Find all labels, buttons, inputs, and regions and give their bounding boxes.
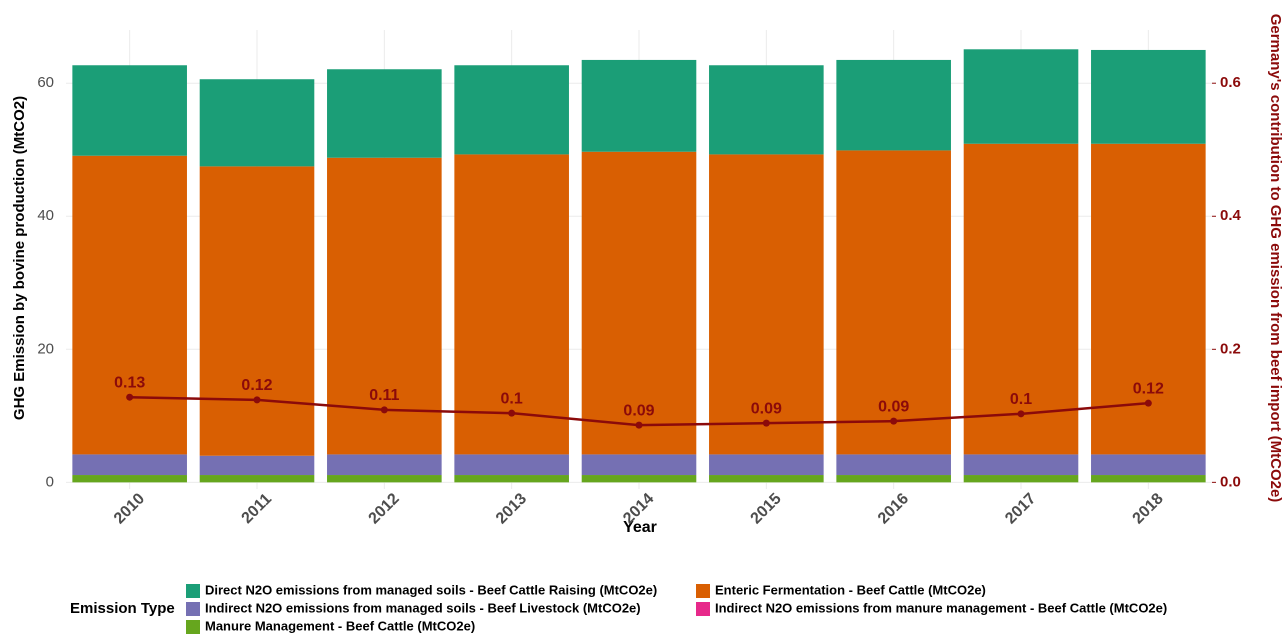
legend-swatch	[186, 584, 200, 598]
x-tick-label: 2017	[1002, 490, 1039, 527]
bar-segment	[709, 65, 824, 155]
y-tick-label: 40	[37, 207, 54, 224]
bar-segment	[454, 65, 569, 155]
bar-segment	[963, 49, 1079, 144]
line-point	[508, 409, 516, 417]
value-label: 0.09	[878, 398, 909, 415]
legend-label: Manure Management - Beef Cattle (MtCO2e)	[205, 618, 475, 633]
y2-tick-label: 0.2	[1220, 340, 1241, 357]
y2-axis-title: Germany's contribution to GHG emission f…	[1267, 14, 1284, 503]
line-point	[1017, 410, 1025, 418]
value-label: 0.09	[623, 402, 654, 419]
x-axis-title: Year	[623, 519, 657, 536]
bar-segment	[709, 475, 824, 483]
bar-segment	[199, 455, 315, 476]
value-label: 0.11	[369, 387, 399, 404]
x-tick-label: 2013	[493, 490, 530, 527]
bar-segment	[454, 154, 569, 455]
x-tick-label: 2010	[111, 490, 148, 527]
bar-segment	[454, 454, 569, 476]
value-label: 0.09	[751, 400, 782, 417]
bar-segment	[327, 454, 442, 476]
bar-segment	[1091, 475, 1206, 483]
legend-swatch	[696, 584, 710, 598]
x-tick-label: 2018	[1130, 490, 1167, 527]
y-axis-title: GHG Emission by bovine production (MtCO2…	[11, 96, 28, 420]
bar-segment	[836, 475, 951, 483]
line-point	[253, 396, 261, 404]
bar-segment	[836, 59, 951, 151]
legend-label: Indirect N2O emissions from managed soil…	[205, 600, 641, 615]
bar-segment	[581, 59, 697, 152]
y2-tick-label: 0.0	[1220, 473, 1241, 490]
bar-segment	[709, 154, 824, 455]
y-tick-label: 0	[46, 473, 54, 490]
bar-segment	[72, 65, 187, 156]
bar-segment	[709, 454, 824, 476]
bar-segment	[836, 454, 951, 476]
value-label: 0.1	[1010, 391, 1032, 408]
line-point	[635, 421, 643, 429]
bar-segment	[327, 157, 442, 455]
bar-segment	[454, 475, 569, 483]
bar-segment	[199, 475, 315, 483]
x-tick-label: 2016	[875, 490, 912, 527]
legend-label: Indirect N2O emissions from manure manag…	[715, 600, 1167, 615]
legend-label: Enteric Fermentation - Beef Cattle (MtCO…	[715, 582, 986, 597]
legend-swatch	[696, 602, 710, 616]
bar-segment	[1091, 49, 1206, 144]
bar-segment	[1091, 143, 1206, 455]
y2-tick-label: 0.6	[1220, 74, 1241, 91]
bar-segment	[72, 155, 187, 455]
bar-segment	[963, 143, 1079, 455]
line-point	[1144, 399, 1152, 407]
bar-segment	[199, 79, 315, 167]
bar-segment	[199, 166, 315, 456]
y2-tick-label: 0.4	[1220, 207, 1242, 224]
bar-segment	[836, 150, 951, 455]
legend-swatch	[186, 602, 200, 616]
bar-segment	[581, 454, 697, 476]
bar-segment	[72, 475, 187, 483]
line-point	[126, 393, 134, 401]
line-point	[890, 417, 898, 425]
value-label: 0.12	[1133, 380, 1164, 397]
bar-segment	[581, 151, 697, 455]
bar-segment	[1091, 454, 1206, 476]
legend-swatch	[186, 620, 200, 634]
line-point	[380, 406, 388, 414]
x-tick-label: 2015	[748, 490, 785, 527]
x-tick-label: 2012	[366, 490, 403, 527]
bar-segment	[581, 475, 697, 483]
value-label: 0.1	[501, 390, 523, 407]
y-tick-label: 60	[37, 74, 54, 91]
bar-segment	[327, 69, 442, 158]
legend-label: Direct N2O emissions from managed soils …	[205, 582, 657, 597]
line-point	[762, 419, 770, 427]
value-label: 0.13	[114, 374, 145, 391]
legend-title: Emission Type	[70, 600, 175, 617]
bar-segment	[72, 454, 187, 476]
bar-segment	[963, 454, 1079, 476]
x-tick-label: 2011	[239, 490, 276, 527]
bar-segment	[327, 475, 442, 483]
value-label: 0.12	[241, 377, 272, 394]
bar-segment	[963, 475, 1079, 483]
y-tick-label: 20	[37, 340, 54, 357]
